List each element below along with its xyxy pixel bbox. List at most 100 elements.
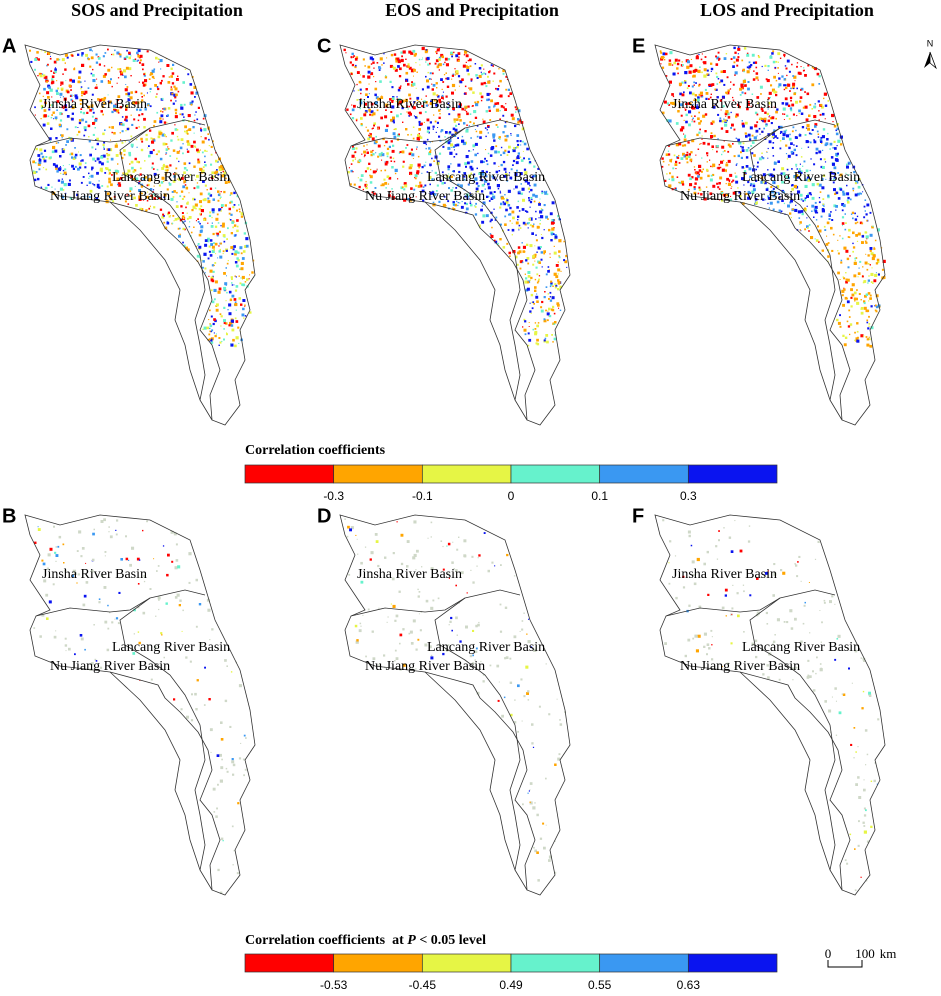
raster-cell — [100, 98, 104, 102]
raster-cell — [710, 132, 713, 135]
raster-cell — [696, 636, 698, 638]
raster-cell — [186, 132, 189, 135]
raster-cell — [819, 668, 823, 672]
raster-cell — [820, 215, 823, 218]
raster-cell — [554, 235, 558, 239]
raster-cell — [146, 200, 149, 202]
raster-cell — [862, 821, 865, 824]
raster-cell — [499, 223, 502, 226]
raster-cell — [832, 173, 834, 175]
raster-cell — [155, 615, 157, 617]
raster-cell — [721, 120, 724, 123]
raster-cell — [843, 287, 845, 289]
raster-cell — [475, 103, 479, 107]
raster-cell — [808, 114, 811, 117]
raster-cell — [699, 91, 703, 95]
raster-cell — [249, 274, 251, 276]
raster-cell — [687, 85, 690, 87]
raster-cell — [182, 215, 185, 218]
raster-cell — [746, 66, 749, 69]
raster-cell — [751, 93, 754, 95]
raster-cell — [693, 166, 696, 168]
raster-cell — [773, 129, 776, 132]
raster-cell — [710, 93, 712, 95]
raster-cell — [794, 136, 798, 139]
raster-cell — [733, 155, 736, 158]
raster-cell — [386, 124, 389, 128]
raster-cell — [809, 675, 812, 678]
raster-cell — [662, 52, 666, 56]
raster-cell — [504, 173, 508, 177]
raster-cell — [547, 293, 549, 295]
raster-cell — [866, 238, 868, 240]
raster-cell — [98, 186, 101, 189]
raster-cell — [420, 122, 423, 126]
raster-cell — [558, 250, 561, 253]
raster-cell — [96, 171, 99, 175]
raster-cell — [348, 573, 351, 576]
raster-cell — [116, 170, 120, 173]
raster-cell — [460, 571, 464, 575]
raster-cell — [86, 195, 88, 198]
raster-cell — [195, 578, 198, 582]
raster-cell — [413, 188, 416, 191]
raster-cell — [360, 123, 363, 125]
raster-cell — [400, 186, 404, 190]
raster-cell — [522, 245, 526, 249]
raster-cell — [215, 217, 219, 221]
raster-cell — [84, 166, 87, 169]
raster-cell — [685, 103, 687, 105]
raster-cell — [681, 144, 684, 147]
raster-cell — [671, 101, 675, 105]
raster-cell — [108, 173, 110, 175]
raster-cell — [421, 172, 423, 174]
raster-cell — [487, 195, 490, 198]
raster-cell — [464, 85, 467, 88]
raster-cell — [111, 174, 113, 176]
raster-cell — [684, 654, 687, 658]
raster-cell — [849, 833, 852, 836]
raster-cell — [723, 118, 725, 120]
raster-cell — [75, 96, 79, 100]
legend-swatch — [244, 464, 335, 484]
raster-cell — [111, 53, 113, 56]
raster-cell — [127, 102, 130, 105]
raster-cell — [741, 149, 745, 152]
raster-cell — [89, 189, 93, 193]
raster-cell — [125, 66, 129, 70]
raster-cell — [90, 174, 94, 178]
raster-cell — [30, 60, 33, 63]
raster-cell — [408, 632, 411, 635]
raster-cell — [58, 58, 61, 61]
raster-cell — [706, 69, 709, 72]
raster-cell — [387, 183, 390, 185]
raster-cell — [518, 229, 520, 231]
raster-cell — [107, 68, 111, 72]
raster-cell — [543, 204, 546, 207]
raster-cell — [498, 136, 501, 139]
raster-cell — [134, 91, 136, 93]
raster-cell — [366, 129, 370, 132]
raster-cell — [215, 815, 218, 818]
raster-cell — [390, 118, 393, 122]
raster-cell — [536, 851, 539, 854]
raster-cell — [89, 175, 91, 178]
raster-cell — [61, 178, 63, 180]
raster-cell — [240, 252, 243, 255]
raster-cell — [805, 178, 808, 182]
raster-cell — [697, 172, 700, 174]
raster-cell — [236, 225, 239, 228]
raster-cell — [349, 61, 352, 64]
raster-cell — [868, 300, 870, 302]
raster-cell — [708, 647, 711, 650]
raster-cell — [741, 177, 744, 181]
raster-cell — [534, 245, 536, 247]
raster-cell — [107, 192, 110, 195]
raster-cell — [61, 106, 64, 109]
raster-cell — [772, 643, 774, 646]
raster-cell — [93, 624, 95, 626]
raster-cell — [364, 170, 367, 173]
raster-cell — [421, 189, 425, 193]
raster-cell — [660, 63, 662, 65]
raster-cell — [730, 127, 732, 129]
